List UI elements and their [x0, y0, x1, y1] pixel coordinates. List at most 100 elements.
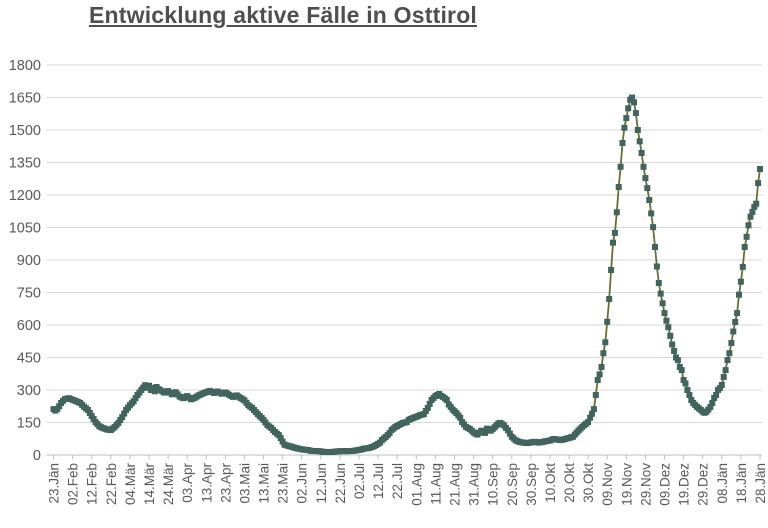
- series-marker: [682, 380, 689, 387]
- series-marker: [589, 410, 595, 417]
- series-marker: [655, 280, 662, 286]
- series-marker: [640, 163, 647, 170]
- series-marker: [121, 410, 128, 417]
- series-marker: [659, 300, 666, 307]
- x-axis-tick-label: 08.Jän: [715, 463, 730, 504]
- series-marker: [617, 163, 624, 170]
- series-marker: [674, 357, 681, 364]
- x-axis-tick-label: 29.Dez: [696, 463, 711, 506]
- y-axis-tick-label: 0: [33, 448, 41, 464]
- series-marker: [755, 180, 762, 187]
- x-axis-tick-label: 18.Jän: [734, 463, 749, 504]
- series-marker: [594, 377, 601, 383]
- series-marker: [606, 296, 613, 302]
- x-axis-tick-label: 13.Mai: [257, 463, 272, 504]
- x-axis-tick-label: 09.Nov: [600, 463, 615, 506]
- series-marker: [149, 384, 156, 391]
- y-axis-tick-label: 1650: [9, 91, 41, 107]
- series-marker: [615, 184, 622, 190]
- series-marker: [119, 414, 126, 421]
- series-marker: [753, 200, 760, 207]
- series-marker: [736, 291, 742, 298]
- series-marker: [671, 348, 678, 354]
- x-axis-tick-label: 04.Mär: [123, 463, 138, 506]
- series-marker: [737, 278, 744, 285]
- y-axis-tick-label: 900: [17, 253, 41, 269]
- series-marker: [424, 405, 431, 411]
- series-marker: [757, 166, 763, 172]
- y-axis-tick-label: 1050: [9, 221, 41, 237]
- series-marker: [665, 324, 672, 331]
- series-marker: [669, 341, 676, 348]
- series-marker: [505, 427, 511, 434]
- series-marker: [751, 203, 758, 210]
- x-axis-tick-label: 24.Mär: [161, 463, 176, 506]
- series-marker: [684, 387, 691, 393]
- x-axis-tick-label: 12.Feb: [85, 463, 100, 505]
- series-marker: [608, 267, 615, 273]
- y-axis-tick-label: 1500: [9, 123, 41, 139]
- series-marker: [56, 403, 63, 410]
- series-marker: [680, 377, 687, 383]
- x-axis-tick-label: 20.Okt: [562, 463, 577, 503]
- series-marker: [590, 406, 597, 413]
- series-marker: [130, 398, 137, 405]
- x-axis-tick-label: 30.Sep: [524, 463, 539, 506]
- series-marker: [420, 411, 427, 418]
- x-axis-tick-label: 02.Jun: [295, 463, 310, 504]
- series-marker: [747, 213, 754, 220]
- series-marker: [151, 388, 158, 395]
- x-axis-tick-label: 14.Mär: [142, 463, 157, 506]
- series-line: [52, 96, 761, 453]
- series-marker: [632, 110, 639, 117]
- series-marker: [426, 401, 433, 407]
- series-marker: [613, 209, 620, 216]
- y-axis-tick-label: 600: [17, 318, 41, 334]
- x-axis-tick-label: 28.Jän: [753, 463, 768, 504]
- x-axis-tick-label: 02.Feb: [66, 463, 81, 505]
- x-axis-tick-label: 01.Aug: [409, 463, 424, 506]
- y-axis-tick-label: 1350: [9, 156, 41, 172]
- series-marker: [739, 263, 746, 270]
- series-marker: [667, 332, 674, 339]
- series-marker: [457, 414, 464, 421]
- series-marker: [749, 208, 756, 215]
- series-marker: [709, 400, 716, 406]
- series-marker: [745, 222, 752, 229]
- series-marker: [600, 350, 607, 357]
- series-marker: [716, 385, 723, 392]
- series-marker: [652, 244, 658, 250]
- series-marker: [741, 244, 748, 250]
- x-axis-tick-label: 10.Sep: [486, 463, 501, 506]
- y-axis-tick-label: 150: [17, 416, 41, 432]
- y-axis-tick-label: 1200: [9, 188, 41, 204]
- x-axis-tick-label: 03.Apr: [180, 463, 195, 503]
- x-axis-tick-label: 31.Aug: [467, 463, 482, 506]
- series-marker: [621, 124, 628, 131]
- series-marker: [648, 210, 655, 217]
- series-marker: [611, 229, 618, 236]
- x-axis-tick-label: 12.Jul: [371, 463, 386, 499]
- series-marker: [443, 397, 450, 403]
- series-marker: [732, 319, 739, 325]
- x-axis-tick-label: 23.Apr: [218, 463, 233, 503]
- series-marker: [644, 185, 651, 192]
- series-marker: [132, 395, 139, 402]
- x-axis-tick-label: 19.Nov: [619, 463, 634, 506]
- series-marker: [678, 367, 685, 374]
- x-axis-tick-label: 12.Jun: [314, 463, 329, 504]
- series-marker: [661, 310, 668, 317]
- x-axis-tick-label: 11.Aug: [428, 463, 443, 505]
- series-marker: [663, 317, 670, 324]
- series-marker: [636, 138, 643, 145]
- series-marker: [610, 239, 616, 246]
- series-marker: [146, 382, 152, 389]
- y-axis-tick-label: 450: [17, 351, 41, 367]
- series-marker: [642, 175, 649, 182]
- x-axis-tick-label: 21.Aug: [448, 463, 463, 506]
- series-marker: [676, 364, 683, 370]
- x-axis-tick-label: 23.Jän: [47, 463, 62, 504]
- x-axis-tick-label: 19.Dez: [677, 463, 692, 506]
